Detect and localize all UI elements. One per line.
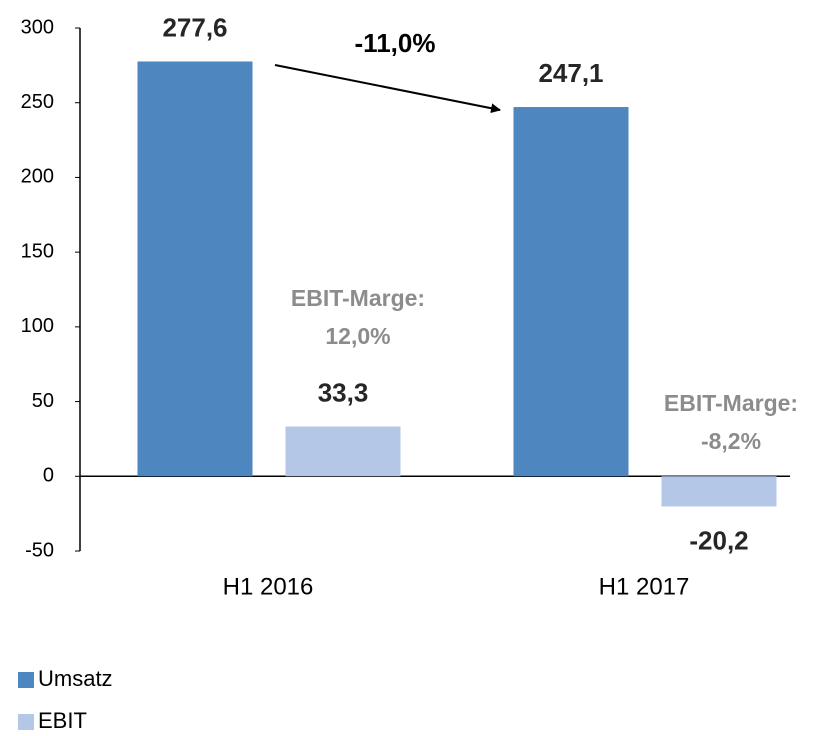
bar: [513, 107, 629, 477]
legend-swatch: [18, 672, 34, 688]
y-tick-label: 0: [43, 465, 54, 487]
y-tick-label: 100: [21, 315, 54, 337]
change-arrow: [274, 64, 501, 114]
value-label: 33,3: [318, 377, 369, 407]
y-tick-label: -50: [25, 539, 54, 561]
y-tick-label: 150: [21, 240, 54, 262]
annotation: EBIT-Marge:: [291, 285, 425, 311]
bar: [285, 426, 401, 477]
bar: [661, 476, 777, 507]
value-label: 277,6: [162, 12, 227, 42]
bar: [137, 61, 253, 477]
y-tick-label: 200: [21, 166, 54, 188]
annotation: EBIT-Marge:: [664, 390, 798, 416]
legend-label: EBIT: [38, 708, 87, 733]
y-tick-label: 300: [21, 16, 54, 38]
annotation: -11,0%: [355, 28, 436, 58]
x-tick-label: H1 2017: [599, 573, 690, 600]
legend-label: Umsatz: [38, 666, 113, 691]
y-tick-label: 50: [32, 390, 54, 412]
annotation: 12,0%: [325, 323, 390, 349]
value-label: -20,2: [689, 525, 748, 555]
value-label: 247,1: [538, 58, 603, 88]
annotation: -8,2%: [701, 428, 761, 454]
x-tick-label: H1 2016: [223, 573, 314, 600]
y-tick-label: 250: [21, 91, 54, 113]
legend-swatch: [18, 714, 34, 730]
